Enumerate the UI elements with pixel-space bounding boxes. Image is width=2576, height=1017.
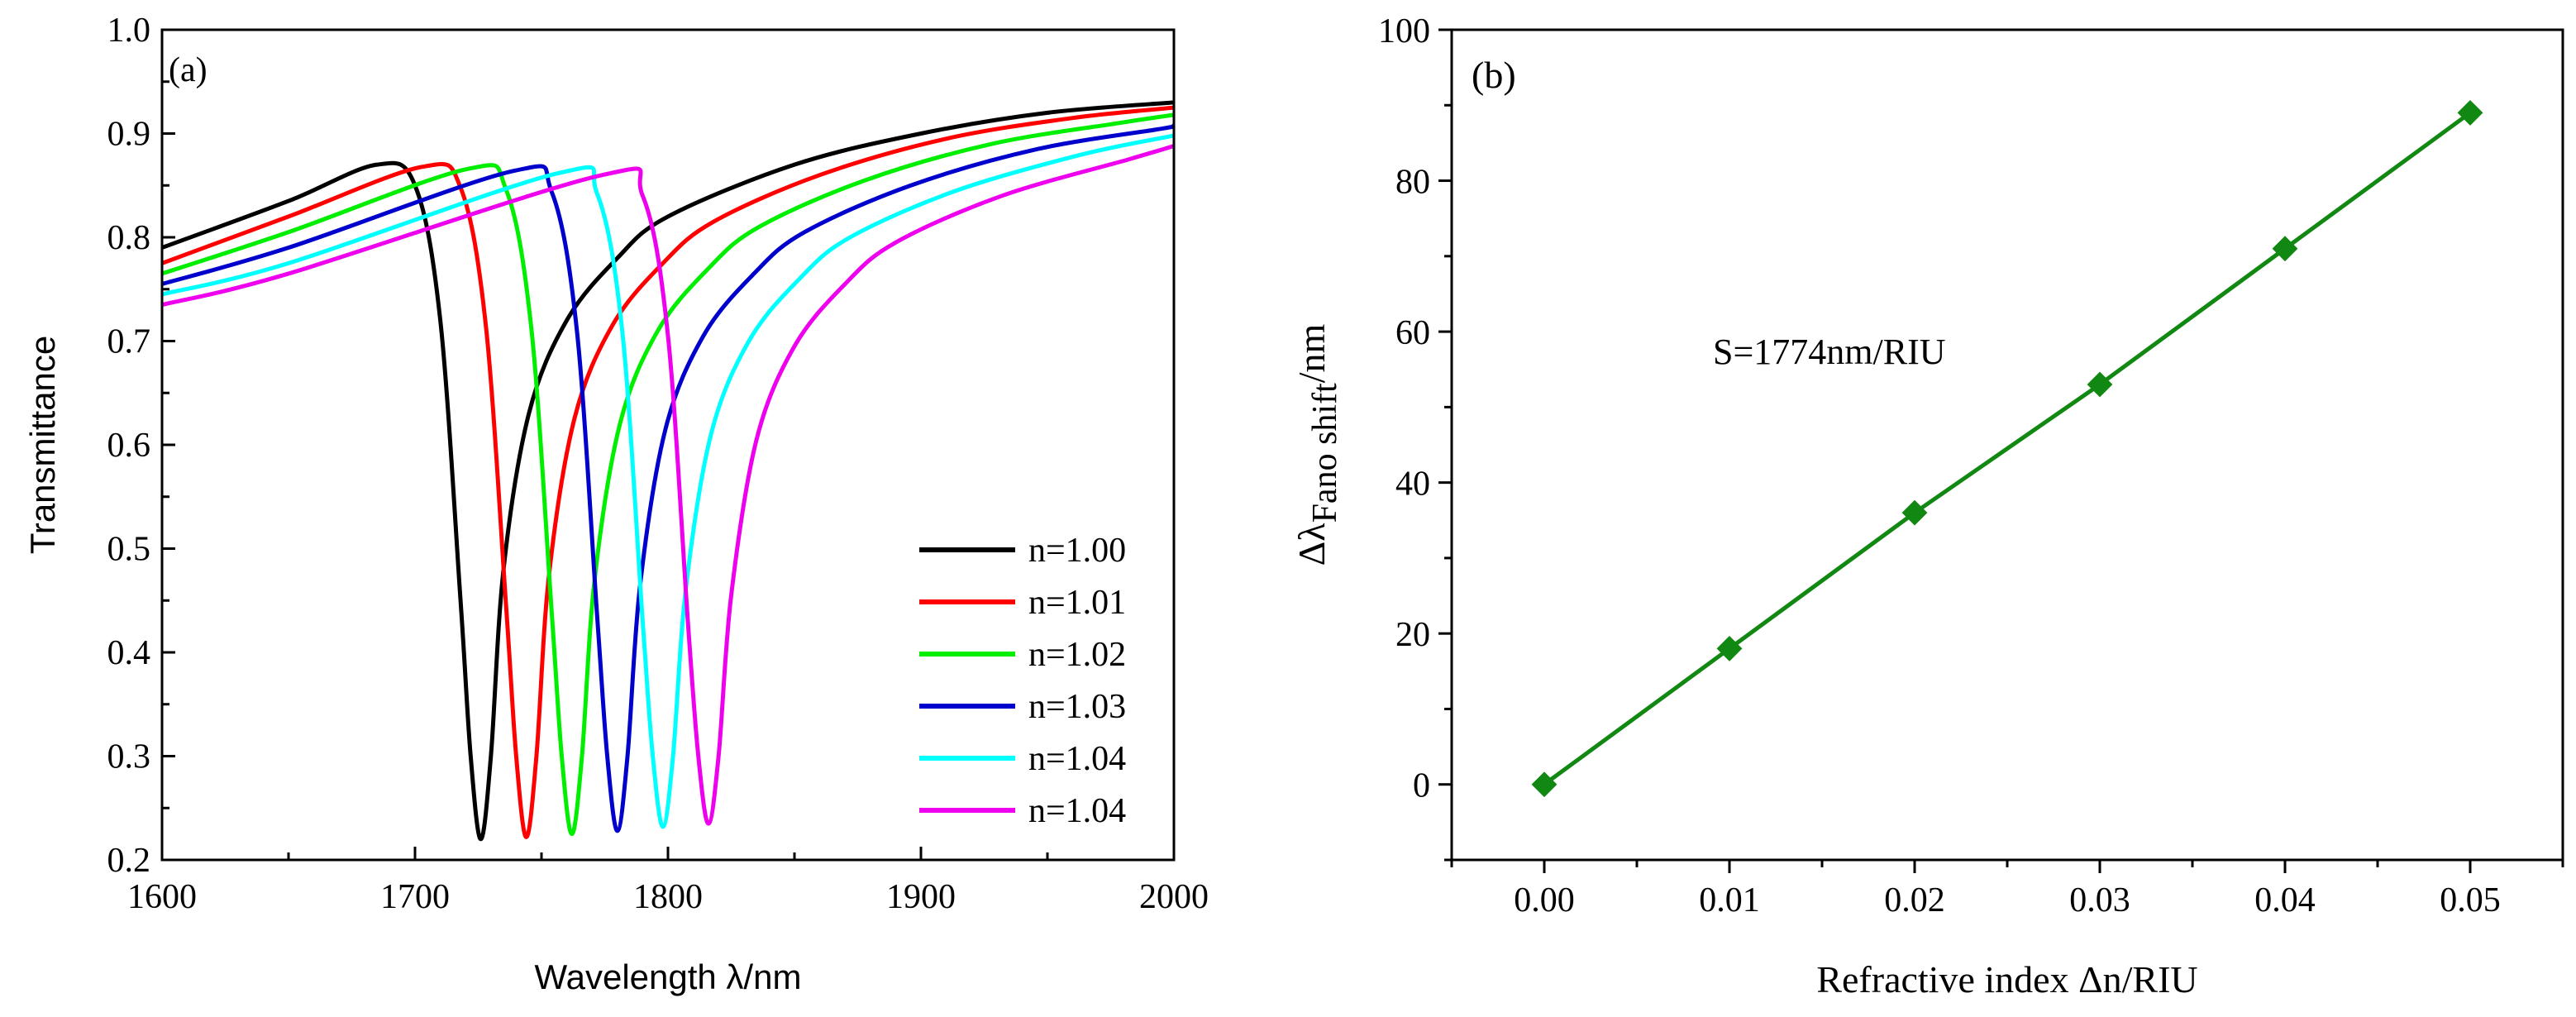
x-axis-label-a: Wavelength λ/nm <box>535 957 802 996</box>
y-tick-label-a: 1.0 <box>107 12 151 50</box>
y-tick-label-b: 20 <box>1395 616 1430 654</box>
x-tick-label-b: 0.03 <box>2069 881 2130 919</box>
panel-label-a: (a) <box>169 51 208 89</box>
series-line-4 <box>162 122 1174 833</box>
fano-shift-line <box>1543 111 2472 786</box>
y-tick-label-b: 0 <box>1413 767 1430 805</box>
y-tick-label-a: 0.8 <box>107 219 151 257</box>
legend-label-4: n=1.03 <box>1028 688 1126 726</box>
series-group-a <box>162 100 1174 842</box>
x-tick-label-a: 2000 <box>1139 878 1209 916</box>
data-point-diamond <box>1901 499 1928 526</box>
y-axis-label-b: ΔλFano shift/nm <box>1290 323 1344 566</box>
legend-label-3: n=1.02 <box>1028 636 1126 674</box>
y-tick-label-a: 0.9 <box>107 116 151 154</box>
y-tick-label-b: 100 <box>1378 12 1430 50</box>
series-line-6 <box>162 144 1174 826</box>
y-tick-label-a: 0.3 <box>107 738 151 776</box>
legend-label-2: n=1.01 <box>1028 584 1126 622</box>
x-tick-label-a: 1900 <box>886 878 956 916</box>
legend-label-6: n=1.04 <box>1028 792 1126 830</box>
y-tick-label-a: 0.2 <box>107 842 151 880</box>
x-tick-label-b: 0.04 <box>2254 881 2316 919</box>
data-point-diamond <box>2272 236 2298 262</box>
legend-a: n=1.00 n=1.01 n=1.02 n=1.03 n=1.04 n=1.04 <box>919 532 1126 830</box>
x-axis-label-b: Refractive index Δn/RIU <box>1816 958 2197 1000</box>
series-line-1 <box>162 100 1174 842</box>
sensitivity-annotation: S=1774nm/RIU <box>1713 332 1946 372</box>
x-tick-label-b: 0.02 <box>1884 881 1945 919</box>
panel-label-b: (b) <box>1472 54 1516 96</box>
x-tick-label-b: 0.05 <box>2440 881 2501 919</box>
legend-label-5: n=1.04 <box>1028 740 1126 778</box>
legend-label-1: n=1.00 <box>1028 532 1126 570</box>
y-tick-label-a: 0.5 <box>107 531 151 569</box>
y-tick-label-b: 80 <box>1395 164 1430 202</box>
y-axis-label-main: Δλ <box>1290 523 1333 566</box>
data-point-diamond <box>1716 636 1743 661</box>
y-tick-label-b: 40 <box>1395 466 1430 504</box>
y-tick-label-b: 60 <box>1395 314 1430 352</box>
x-tick-label-a: 1600 <box>127 878 197 916</box>
y-tick-label-a: 0.7 <box>107 323 151 361</box>
chart-a-transmittance-spectrum: 1600 1700 1800 1900 2000 0.2 0.3 0.4 0.5 0.6 0.7 0.… <box>23 12 1209 996</box>
y-axis-label-subscript: Fano shift <box>1306 383 1344 523</box>
y-axis-label-a: Transmittance <box>23 336 62 555</box>
y-tick-label-a: 0.6 <box>107 427 151 465</box>
x-tick-label-b: 0.01 <box>1699 881 1760 919</box>
x-tick-label-b: 0.00 <box>1514 881 1575 919</box>
data-point-diamond <box>2457 99 2483 126</box>
series-line-5 <box>162 133 1174 829</box>
y-axis-label-unit: /nm <box>1290 323 1333 383</box>
chart-b-fano-shift: 0.00 0.01 0.02 0.03 0.04 0.05 0 20 40 60 80 100 (b) S… <box>1290 12 2564 1000</box>
y-tick-label-a: 0.4 <box>107 634 151 672</box>
x-tick-label-a: 1800 <box>633 878 703 916</box>
data-point-diamond <box>2087 371 2113 398</box>
x-tick-label-a: 1700 <box>380 878 450 916</box>
data-point-diamond <box>1531 771 1558 798</box>
